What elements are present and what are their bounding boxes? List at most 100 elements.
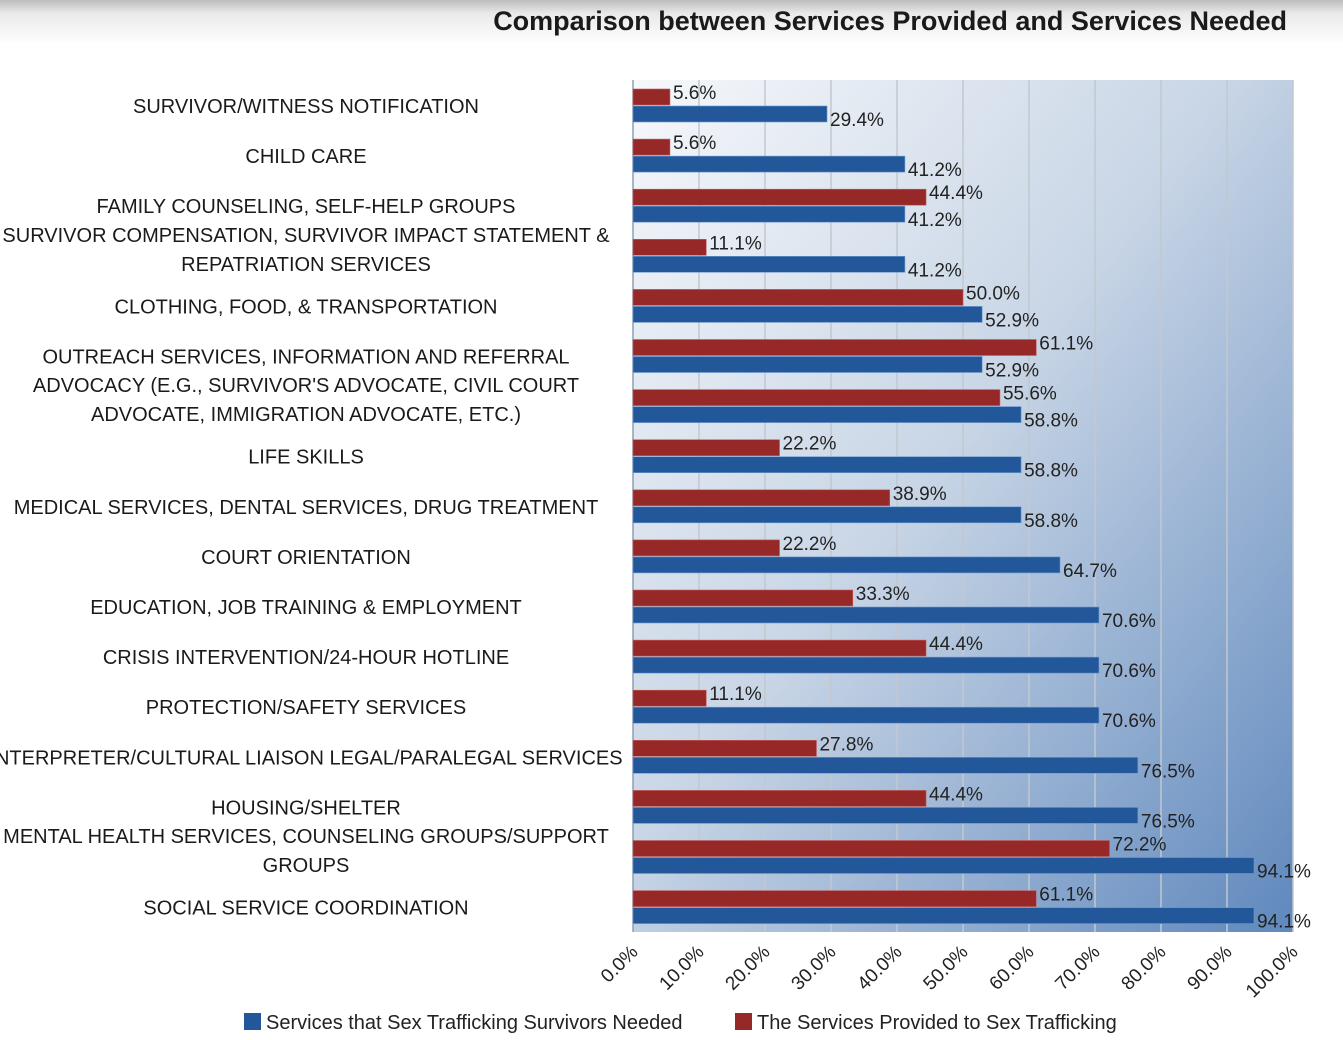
title-band xyxy=(0,0,1343,44)
x-tick-label: 80.0% xyxy=(1118,942,1171,995)
data-label-provided: 55.6% xyxy=(1003,384,1057,405)
category-label: HOUSING/SHELTER xyxy=(211,797,401,819)
data-label-needed: 64.7% xyxy=(1063,561,1117,582)
category-label: CLOTHING, FOOD, & TRANSPORTATION xyxy=(115,296,498,318)
bar-needed xyxy=(632,306,983,323)
data-label-provided: 22.2% xyxy=(783,434,837,455)
bar-needed xyxy=(632,756,1139,774)
bar-needed xyxy=(632,556,1061,574)
data-label-provided: 72.2% xyxy=(1113,835,1167,856)
bar-needed xyxy=(632,907,1255,924)
x-tick-label: 100.0% xyxy=(1242,942,1302,1002)
data-label-provided: 11.1% xyxy=(709,233,762,254)
category-label: INTERPRETER/CULTURAL LIAISON LEGAL/PARAL… xyxy=(0,747,623,769)
data-label-provided: 5.6% xyxy=(673,83,716,104)
x-tick-label: 0.0% xyxy=(597,942,643,988)
data-label-provided: 27.8% xyxy=(819,734,873,755)
data-label-needed: 41.2% xyxy=(908,260,962,281)
bar-needed xyxy=(632,656,1100,674)
data-label-needed: 94.1% xyxy=(1257,912,1311,933)
bar-needed xyxy=(632,706,1100,724)
bar-provided xyxy=(632,188,927,206)
data-label-needed: 76.5% xyxy=(1141,761,1195,782)
bar-needed xyxy=(632,155,906,173)
category-label: CHILD CARE xyxy=(245,146,366,168)
bar-needed xyxy=(632,205,906,223)
x-tick-label: 50.0% xyxy=(920,942,973,995)
data-label-needed: 94.1% xyxy=(1257,862,1311,883)
bar-provided xyxy=(632,589,854,607)
legend-swatch-needed xyxy=(244,1013,261,1030)
category-label: ADVOCACY (E.G., SURVIVOR'S ADVOCATE, CIV… xyxy=(33,375,579,397)
data-label-provided: 11.1% xyxy=(709,684,762,705)
bar-provided xyxy=(632,339,1037,356)
category-label: MEDICAL SERVICES, DENTAL SERVICES, DRUG … xyxy=(14,497,599,519)
bar-needed xyxy=(632,506,1022,524)
bar-needed xyxy=(632,456,1022,474)
x-tick-label: 20.0% xyxy=(722,942,775,995)
bar-provided xyxy=(632,289,964,306)
data-label-needed: 58.8% xyxy=(1024,411,1078,432)
data-label-needed: 52.9% xyxy=(985,361,1039,382)
chart-title: Comparison between Services Provided and… xyxy=(493,6,1287,36)
bar-provided xyxy=(632,840,1110,857)
x-tick-label: 40.0% xyxy=(854,942,907,995)
data-label-provided: 50.0% xyxy=(966,283,1020,304)
x-tick-label: 90.0% xyxy=(1184,942,1237,995)
category-label: GROUPS xyxy=(263,855,350,877)
bar-provided xyxy=(632,138,671,156)
bar-provided xyxy=(632,239,707,256)
bar-provided xyxy=(632,639,927,657)
bar-provided xyxy=(632,88,671,106)
category-label: CRISIS INTERVENTION/24-HOUR HOTLINE xyxy=(103,647,509,669)
bar-needed xyxy=(632,606,1100,624)
x-tick-label: 60.0% xyxy=(986,942,1039,995)
data-label-provided: 44.4% xyxy=(929,183,983,204)
bar-provided xyxy=(632,389,1001,406)
category-label: OUTREACH SERVICES, INFORMATION AND REFER… xyxy=(42,347,569,369)
category-label: COURT ORIENTATION xyxy=(201,547,411,569)
data-label-needed: 41.2% xyxy=(908,160,962,181)
data-label-needed: 70.6% xyxy=(1102,661,1156,682)
data-label-needed: 58.8% xyxy=(1024,461,1078,482)
bar-provided xyxy=(632,689,707,707)
data-label-needed: 70.6% xyxy=(1102,711,1156,732)
category-label: EDUCATION, JOB TRAINING & EMPLOYMENT xyxy=(90,597,522,619)
category-label: LIFE SKILLS xyxy=(248,447,364,469)
category-label: SURVIVOR COMPENSATION, SURVIVOR IMPACT S… xyxy=(2,225,610,247)
x-tick-label: 10.0% xyxy=(656,942,709,995)
bar-needed xyxy=(632,356,983,373)
data-label-needed: 70.6% xyxy=(1102,611,1156,632)
bar-provided xyxy=(632,539,780,557)
data-label-needed: 76.5% xyxy=(1141,811,1195,832)
bar-needed xyxy=(632,857,1255,874)
category-label: PROTECTION/SAFETY SERVICES xyxy=(146,697,466,719)
bar-provided xyxy=(632,739,817,757)
bar-needed xyxy=(632,255,906,273)
data-label-provided: 61.1% xyxy=(1039,334,1093,355)
bar-provided xyxy=(632,790,927,807)
data-label-needed: 58.8% xyxy=(1024,511,1078,532)
data-label-provided: 44.4% xyxy=(929,634,983,655)
category-label: SOCIAL SERVICE COORDINATION xyxy=(143,898,468,920)
category-label: SURVIVOR/WITNESS NOTIFICATION xyxy=(133,96,479,118)
data-label-provided: 33.3% xyxy=(856,584,910,605)
data-label-provided: 22.2% xyxy=(783,534,837,555)
data-label-provided: 5.6% xyxy=(673,133,716,154)
data-label-needed: 29.4% xyxy=(830,110,884,131)
x-tick-label: 70.0% xyxy=(1052,942,1105,995)
bar-provided xyxy=(632,439,780,457)
legend-label-provided: The Services Provided to Sex Trafficking xyxy=(757,1012,1117,1034)
category-label: REPATRIATION SERVICES xyxy=(181,254,431,276)
category-label: FAMILY COUNSELING, SELF-HELP GROUPS xyxy=(96,196,515,218)
bar-needed xyxy=(632,807,1139,824)
bar-needed xyxy=(632,406,1022,423)
data-label-provided: 61.1% xyxy=(1039,885,1093,906)
x-tick-label: 30.0% xyxy=(788,942,841,995)
bar-needed xyxy=(632,105,828,123)
category-label: ADVOCATE, IMMIGRATION ADVOCATE, ETC.) xyxy=(91,404,521,426)
bar-provided xyxy=(632,890,1037,907)
data-label-provided: 38.9% xyxy=(893,484,947,505)
category-label: MENTAL HEALTH SERVICES, COUNSELING GROUP… xyxy=(3,826,609,848)
